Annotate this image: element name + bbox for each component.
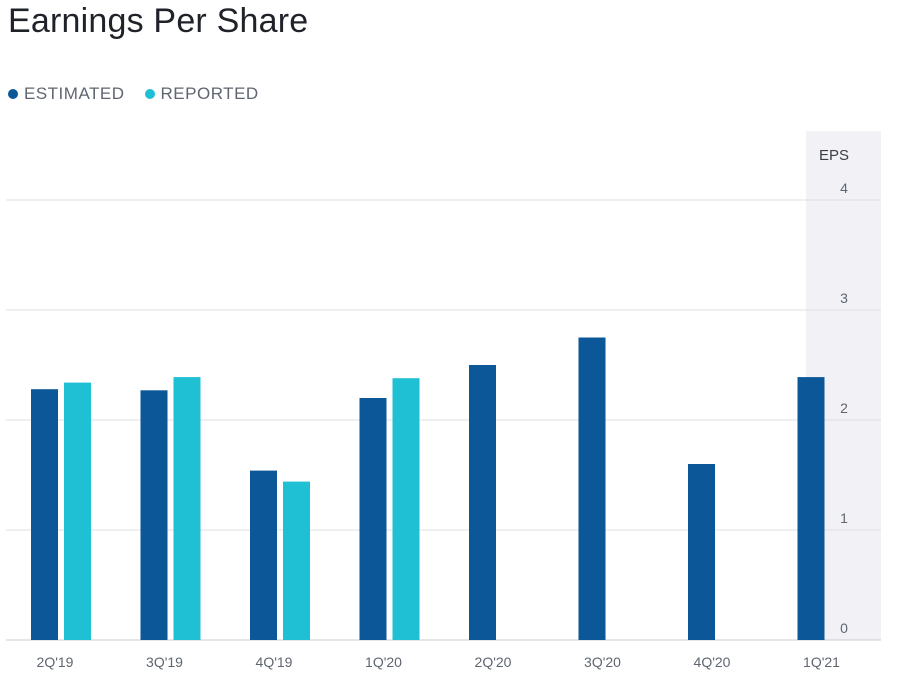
x-category-label: 1Q'20: [365, 654, 402, 670]
x-category-label: 2Q'20: [475, 654, 512, 670]
bar-estimated[interactable]: [469, 365, 496, 640]
y-tick-label: 0: [840, 620, 848, 636]
y-tick-label: 4: [840, 180, 848, 196]
y-tick-label: 2: [840, 400, 848, 416]
bar-estimated[interactable]: [688, 464, 715, 640]
x-category-label: 3Q'19: [146, 654, 183, 670]
bar-estimated[interactable]: [578, 337, 606, 641]
legend-item-estimated[interactable]: ESTIMATED: [8, 84, 125, 104]
legend-item-reported[interactable]: REPORTED: [144, 84, 259, 104]
legend-estimated-swatch: [8, 89, 18, 99]
legend-reported-label: REPORTED: [160, 84, 259, 103]
bar-reported[interactable]: [392, 378, 420, 640]
bar-estimated[interactable]: [359, 398, 387, 640]
x-category-label: 4Q'20: [694, 654, 731, 670]
legend: ESTIMATED REPORTED: [8, 84, 259, 104]
x-category-label: 4Q'19: [256, 654, 293, 670]
bar-reported[interactable]: [173, 377, 201, 640]
x-category-label: 1Q'21: [803, 654, 840, 670]
bar-estimated[interactable]: [250, 470, 277, 640]
x-category-label: 2Q'19: [37, 654, 74, 670]
legend-reported-swatch: [144, 89, 155, 99]
x-category-label: 3Q'20: [584, 654, 621, 670]
chart-title: Earnings Per Share: [8, 2, 309, 40]
bar-estimated[interactable]: [140, 390, 168, 640]
bar-reported[interactable]: [64, 382, 91, 640]
y-tick-label: 3: [840, 290, 848, 306]
bar-estimated[interactable]: [31, 389, 58, 640]
y-tick-label: 1: [840, 510, 848, 526]
bar-estimated[interactable]: [797, 377, 825, 640]
bar-reported[interactable]: [283, 481, 310, 640]
y-axis-title: EPS: [819, 147, 849, 164]
legend-estimated-label: ESTIMATED: [24, 84, 125, 103]
